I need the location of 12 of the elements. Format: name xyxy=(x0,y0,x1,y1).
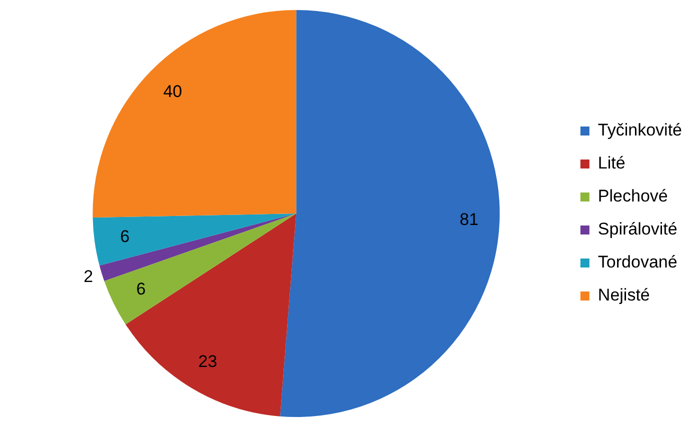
legend-label: Plechové xyxy=(598,186,668,206)
data-label: 6 xyxy=(136,280,146,299)
legend-label: Tyčinkovité xyxy=(598,120,682,140)
legend-label: Tordované xyxy=(598,252,678,272)
data-label: 2 xyxy=(84,267,94,286)
legend-label: Spirálovité xyxy=(598,220,678,239)
data-label: 6 xyxy=(120,227,130,246)
legend-label: Nejisté xyxy=(598,286,650,305)
data-label: 23 xyxy=(198,352,218,371)
data-label: 81 xyxy=(460,210,479,230)
data-label: 40 xyxy=(163,82,182,102)
legend-label: Lité xyxy=(598,154,626,173)
